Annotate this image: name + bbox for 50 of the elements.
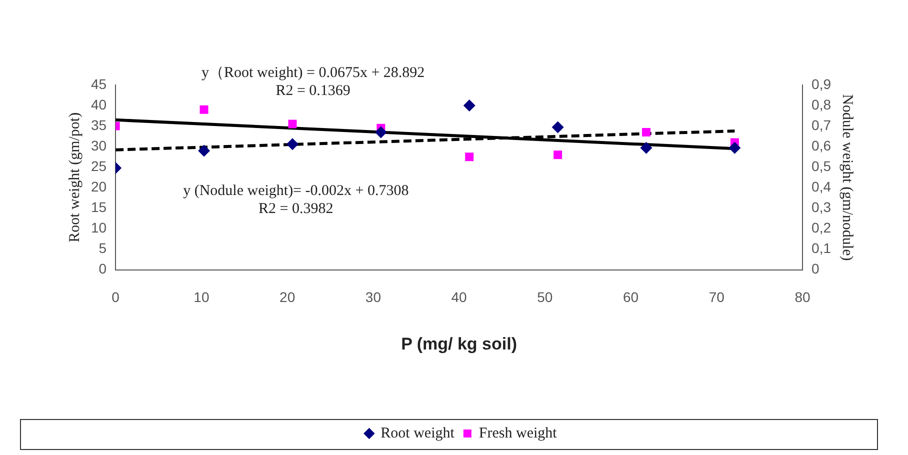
y-tick-label: 15 [90, 199, 107, 216]
point [200, 105, 208, 114]
y2-axis-title: Nodule weight (gm/nodule) [839, 94, 856, 261]
y-tick-label: 0 [98, 260, 107, 277]
x-tick-label: 30 [365, 289, 382, 306]
point [640, 142, 652, 154]
y2-tick-label: 0,9 [812, 76, 832, 92]
y2-tick-label: 0,3 [812, 199, 832, 216]
text: y（Root weight) = 0.0675x + 28.892 [201, 64, 425, 81]
y-tick-label: 25 [90, 158, 107, 174]
y-tick-label: 35 [90, 116, 107, 133]
y2-tick-label: 0,7 [812, 116, 832, 133]
point [286, 138, 298, 150]
y-tick-label: 45 [90, 76, 107, 92]
x-tick-label: 10 [194, 289, 210, 306]
point [288, 120, 297, 128]
y-tick-label: 30 [90, 137, 107, 154]
legend-label: Root weight [380, 425, 456, 442]
y-axis-title: Root weight (gm/pot) [66, 112, 83, 242]
point [463, 100, 476, 112]
y-tick-label: 40 [90, 96, 107, 112]
x-tick-label: 20 [280, 289, 296, 306]
point [465, 152, 474, 162]
x-tick-label: 40 [451, 289, 468, 306]
x-tick-label: 0 [112, 289, 120, 306]
y2-tick-label: 0,8 [812, 96, 832, 112]
x-tick-label: 70 [708, 289, 725, 306]
x-axis-title: P (mg/ kg soil) [401, 334, 517, 354]
y2-tick-label: 0,6 [812, 137, 832, 154]
annotation: R2 = 0.1369 [276, 82, 350, 99]
annotation: R2 = 0.3982 [258, 200, 334, 217]
x-tick-label: 50 [537, 289, 553, 306]
y-tick-label: 20 [90, 178, 107, 195]
point [728, 142, 741, 154]
y2-tick-label: 0,5 [812, 158, 832, 174]
x-tick-label: 60 [623, 289, 639, 306]
y2-tick-label: 0,2 [812, 220, 832, 236]
point [552, 121, 564, 134]
x-tick-label: 80 [794, 289, 811, 306]
point [198, 144, 210, 157]
annotation: y (Nodule weight)= -0.002x + 0.7308 [183, 182, 409, 199]
point [642, 128, 650, 136]
point [554, 150, 562, 160]
point [374, 126, 387, 138]
y2-tick-label: 0,4 [812, 178, 832, 195]
legend-label: Fresh weight [478, 425, 558, 442]
y-tick-label: 5 [98, 240, 107, 256]
y2-tick-label: 0 [812, 260, 820, 277]
y-tick-label: 10 [90, 220, 107, 236]
y2-tick-label: 0,1 [812, 240, 832, 256]
